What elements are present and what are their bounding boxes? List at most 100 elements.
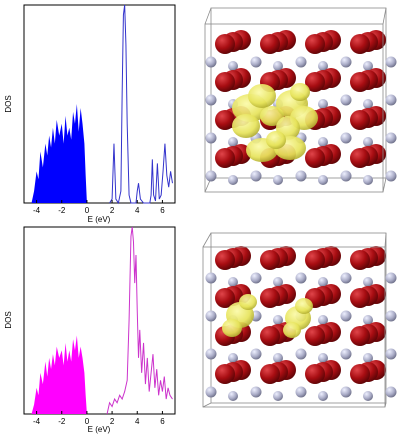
cation-atom — [250, 386, 262, 398]
oxygen-atom — [350, 288, 370, 308]
charge-density-isosurface — [222, 294, 313, 338]
x-axis-label: E (eV) — [88, 215, 111, 224]
cation-atom — [318, 277, 328, 287]
oxygen-atom — [350, 34, 370, 54]
x-tick-label: 0 — [85, 206, 90, 215]
box-edge — [204, 7, 212, 25]
cation-atom — [385, 348, 397, 360]
cation-atom — [273, 61, 283, 71]
oxygen-atom — [305, 326, 325, 346]
isosurface-lobe — [222, 294, 257, 337]
cation-atom — [363, 99, 373, 109]
oxygen-atom — [305, 250, 325, 270]
valence-band-area — [31, 104, 87, 203]
cation-atom — [228, 277, 238, 287]
x-tick-label: -4 — [33, 206, 41, 215]
x-axis-label: E (eV) — [88, 425, 111, 434]
oxygen-atom — [260, 34, 280, 54]
cation-atom — [318, 61, 328, 71]
x-axis-ticks: -4 -2 0 2 4 6 — [33, 411, 165, 426]
oxygen-atom — [260, 364, 280, 384]
cation-atom — [228, 137, 238, 147]
isosurface-lobe — [276, 83, 318, 140]
plot-frame — [23, 226, 176, 415]
cation-atom — [385, 56, 397, 68]
cation-atom — [205, 170, 217, 182]
isosurface-lobe — [246, 131, 306, 162]
dos-plot-top: -4 -2 0 2 4 6 E (eV) DOS — [4, 4, 176, 224]
cation-atom — [385, 132, 397, 144]
oxygen-atom — [215, 148, 235, 168]
cation-atom — [295, 272, 307, 284]
x-axis-ticks: -4 -2 0 2 4 6 — [33, 200, 165, 215]
cation-atom — [205, 94, 217, 106]
cation-atom — [295, 170, 307, 182]
cation-atom — [363, 175, 373, 185]
oxygen-atom — [215, 34, 235, 54]
x-tick-label: 4 — [135, 206, 140, 215]
oxygen-atom — [260, 288, 280, 308]
cation-atom — [385, 386, 397, 398]
cation-atom — [295, 348, 307, 360]
cation-atom — [363, 315, 373, 325]
box-edge — [202, 402, 212, 408]
simulation-box-front — [204, 23, 384, 193]
x-tick-label: -2 — [58, 417, 66, 426]
cation-atom — [273, 353, 283, 363]
cation-atom — [228, 61, 238, 71]
box-edge — [202, 232, 212, 248]
oxygen-atom — [305, 72, 325, 92]
box-edge — [382, 7, 387, 25]
x-tick-label: 6 — [160, 417, 165, 426]
oxygen-atom — [260, 250, 280, 270]
isosurface-lobe — [232, 84, 284, 138]
cation-atom — [273, 315, 283, 325]
cation-atom — [273, 277, 283, 287]
valence-band-area — [31, 335, 87, 414]
oxygen-atom — [215, 288, 235, 308]
cation-atom — [273, 391, 283, 401]
cation-atom — [385, 170, 397, 182]
cation-atom — [273, 175, 283, 185]
cation-atom — [318, 391, 328, 401]
cation-atom — [340, 348, 352, 360]
cation-atom — [250, 56, 262, 68]
x-tick-label: -2 — [58, 206, 66, 215]
x-tick-label: 2 — [110, 206, 115, 215]
cation-atom — [205, 310, 217, 322]
oxygen-atom — [350, 110, 370, 130]
cation-atom — [340, 94, 352, 106]
cation-atom — [385, 310, 397, 322]
oxygen-atom — [215, 364, 235, 384]
oxygen-atom — [215, 250, 235, 270]
conduction-band-line — [109, 4, 173, 205]
cation-atom — [205, 348, 217, 360]
oxygen-atom — [305, 148, 325, 168]
cation-atom — [318, 99, 328, 109]
box-front-face — [202, 246, 386, 408]
x-tick-label: 2 — [110, 417, 115, 426]
oxygen-atom — [260, 326, 280, 346]
oxygen-atom — [350, 364, 370, 384]
cation-atom — [295, 56, 307, 68]
cation-atom — [318, 353, 328, 363]
cation-atom — [340, 272, 352, 284]
x-tick-label: 4 — [135, 417, 140, 426]
cation-atom — [228, 353, 238, 363]
y-axis-label: DOS — [4, 311, 13, 328]
charge-density-isosurface — [232, 83, 318, 162]
cation-atom — [228, 391, 238, 401]
plot-frame — [23, 4, 176, 204]
oxygen-atom — [305, 364, 325, 384]
cation-atom — [363, 353, 373, 363]
cation-atom — [250, 170, 262, 182]
cation-atom — [340, 56, 352, 68]
conduction-band-line — [106, 226, 173, 415]
oxygen-atom — [350, 250, 370, 270]
isosurface-lobe — [283, 298, 313, 338]
cation-atom — [363, 137, 373, 147]
cation-atom — [205, 56, 217, 68]
cation-atom — [363, 61, 373, 71]
cation-atom — [363, 391, 373, 401]
